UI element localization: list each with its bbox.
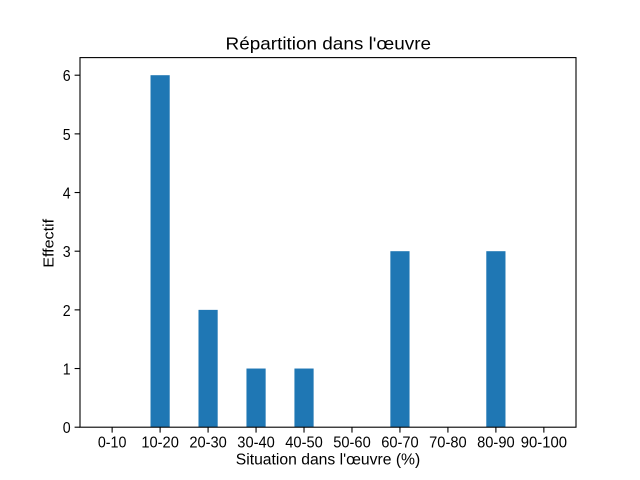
svg-text:Situation dans l'œuvre (%): Situation dans l'œuvre (%) [236, 452, 421, 469]
svg-text:20-30: 20-30 [189, 435, 227, 452]
svg-text:10-20: 10-20 [141, 435, 179, 452]
svg-text:80-90: 80-90 [477, 435, 515, 452]
svg-text:4: 4 [63, 185, 71, 202]
svg-text:Répartition dans l'œuvre: Répartition dans l'œuvre [226, 33, 432, 53]
svg-text:0: 0 [63, 420, 71, 437]
svg-text:5: 5 [63, 127, 71, 144]
svg-text:50-60: 50-60 [333, 435, 371, 452]
svg-text:70-80: 70-80 [429, 435, 467, 452]
svg-text:90-100: 90-100 [521, 435, 567, 452]
svg-text:60-70: 60-70 [381, 435, 419, 452]
svg-text:0-10: 0-10 [98, 435, 127, 452]
svg-text:Effectif: Effectif [40, 218, 57, 268]
svg-text:6: 6 [63, 68, 71, 85]
svg-text:40-50: 40-50 [285, 435, 323, 452]
svg-text:1: 1 [63, 361, 71, 378]
svg-text:30-40: 30-40 [237, 435, 275, 452]
svg-text:3: 3 [63, 244, 71, 261]
svg-text:2: 2 [63, 303, 71, 320]
